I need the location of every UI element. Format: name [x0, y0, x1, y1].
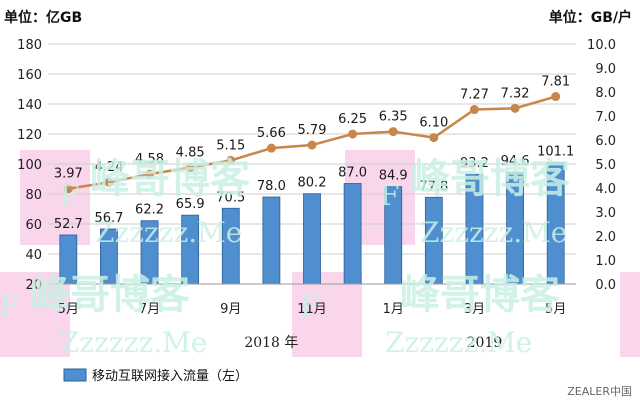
line-point	[63, 184, 73, 194]
line-value-label: 5.66	[257, 126, 286, 141]
line-value-label: 4.85	[176, 146, 205, 161]
line-point	[145, 169, 155, 179]
bar-value-label: 65.9	[176, 197, 205, 212]
x-tick-label: 3月	[464, 302, 485, 317]
watermark-url: Zzzzzz.Me	[420, 216, 567, 249]
line-value-label: 5.79	[298, 123, 327, 138]
watermark-text: 峰哥博客	[410, 156, 570, 202]
bar-value-label: 78.0	[257, 179, 286, 194]
line-point	[266, 143, 276, 153]
line-point	[185, 163, 195, 173]
y-left-tick-label: 140	[17, 98, 42, 113]
y-left-tick-label: 160	[17, 68, 42, 83]
right-unit-label: 单位：GB/户	[549, 9, 632, 26]
y-right-tick-label: 1.0	[595, 254, 616, 269]
year-label-2019: 2019	[467, 335, 503, 351]
y-left-tick-label: 80	[25, 188, 42, 203]
line-value-label: 3.97	[54, 167, 83, 182]
line-value-label: 7.32	[501, 86, 530, 101]
watermark-block	[620, 272, 640, 357]
watermark-text: 峰哥博客	[90, 156, 250, 202]
watermark-url: Zzzzzz.Me	[95, 216, 242, 249]
bar	[262, 196, 281, 285]
line-point	[348, 129, 358, 139]
y-left-tick-label: 120	[17, 128, 42, 143]
line-point	[469, 105, 479, 115]
bar-value-label: 84.9	[379, 169, 408, 184]
y-right-tick-label: 10.0	[587, 38, 616, 53]
watermark-letter: F	[300, 289, 319, 322]
x-tick-label: 1月	[383, 302, 404, 317]
y-right-tick-label: 4.0	[595, 182, 616, 197]
bar-value-label: 101.1	[537, 144, 574, 159]
y-right-tick-label: 8.0	[595, 86, 616, 101]
credit-text: ZEALER中国	[567, 385, 632, 398]
line-point	[307, 140, 317, 150]
bar-value-label: 94.6	[501, 154, 530, 169]
line-value-label: 7.81	[541, 75, 570, 90]
x-tick-label: 5月	[58, 302, 79, 317]
line-value-label: 6.10	[419, 116, 448, 131]
y-right-tick-label: 9.0	[595, 62, 616, 77]
y-right-tick-label: 7.0	[595, 110, 616, 125]
line-value-label: 6.25	[338, 112, 367, 127]
y-left-tick-label: 20	[25, 278, 42, 293]
y-left-tick-label: 40	[25, 248, 42, 263]
line-value-label: 4.58	[135, 152, 164, 167]
x-tick-label: 9月	[220, 302, 241, 317]
watermark-url: Zzzzzz.Me	[385, 326, 532, 359]
line-point	[429, 133, 439, 143]
bar-value-label: 80.2	[298, 176, 327, 191]
bar-value-label: 93.2	[460, 156, 489, 171]
watermark-letter: F	[380, 179, 399, 212]
legend: 移动互联网接入流量（左）	[63, 368, 248, 384]
x-tick-label: 5月	[545, 302, 566, 317]
bar-value-label: 56.7	[94, 211, 123, 226]
bar-value-label: 70.5	[216, 190, 245, 205]
line-point	[226, 155, 236, 165]
watermark-letter: F	[0, 289, 19, 322]
line-value-label: 6.35	[379, 110, 408, 125]
watermark-text: 峰哥博客	[400, 272, 560, 318]
bar-value-label: 52.7	[54, 217, 83, 232]
bar-value-label: 77.8	[419, 179, 448, 194]
bar	[343, 183, 362, 285]
watermark-letter: F	[60, 179, 79, 212]
bar-value-label: 62.2	[135, 203, 164, 218]
line-point	[104, 177, 114, 187]
y-right-tick-label: 3.0	[595, 206, 616, 221]
watermark-block	[292, 272, 362, 357]
bar	[303, 193, 321, 285]
y-left-tick-label: 60	[25, 218, 42, 233]
watermark-block	[20, 150, 90, 245]
left-unit-label: 单位：亿GB	[4, 9, 82, 26]
line-value-label: 5.15	[216, 138, 245, 153]
bar-value-label: 87.0	[338, 166, 367, 181]
line-point	[388, 127, 398, 137]
watermark-url: Zzzzzz.Me	[60, 326, 207, 359]
line-value-label: 4.24	[94, 160, 123, 175]
x-tick-label: 11月	[297, 302, 327, 317]
y-left-tick-label: 180	[17, 38, 42, 53]
line-value-label: 7.27	[460, 88, 489, 103]
y-right-tick-label: 0.0	[595, 278, 616, 293]
line-point	[551, 92, 561, 102]
y-left-tick-label: 100	[17, 158, 42, 173]
year-label-2018: 2018 年	[244, 335, 298, 351]
line-point	[510, 103, 520, 113]
legend-swatch-bar	[63, 368, 87, 382]
x-tick-label: 7月	[139, 302, 160, 317]
watermark-block	[0, 272, 70, 357]
y-right-tick-label: 2.0	[595, 230, 616, 245]
legend-label-bar: 移动互联网接入流量（左）	[92, 368, 248, 384]
watermark-text: 峰哥博客	[30, 272, 190, 318]
y-right-tick-label: 5.0	[595, 158, 616, 173]
y-right-tick-label: 6.0	[595, 134, 616, 149]
